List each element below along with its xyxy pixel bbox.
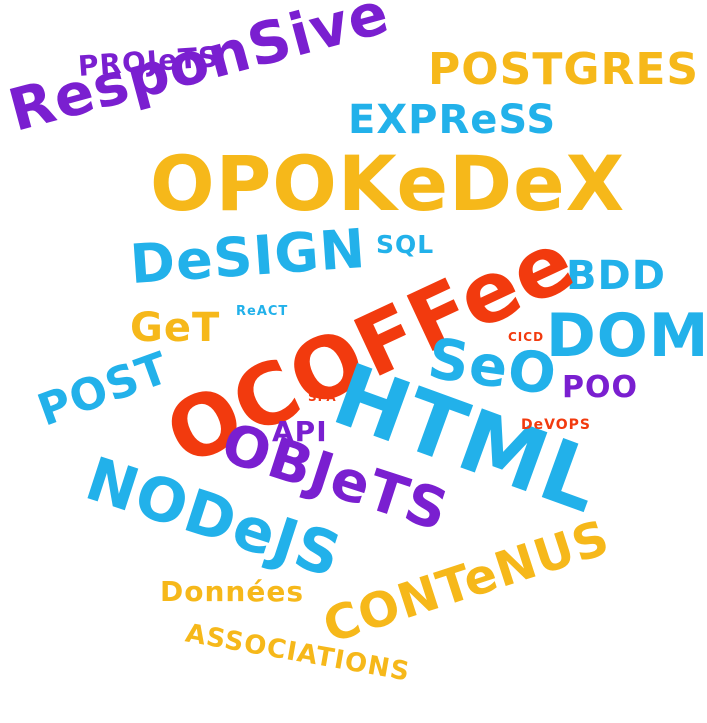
word-spa: SPA [308, 390, 337, 404]
word-bdd: BDD [566, 253, 666, 299]
word-postgres: POSTGRES [428, 44, 700, 95]
word-cicd: CICD [508, 330, 545, 344]
word-sql: SQL [376, 230, 435, 259]
word-contenus: CONTeNUS [316, 509, 617, 655]
word-react: ReACT [236, 304, 289, 319]
word-donnees: Données [160, 575, 304, 608]
word-dom: DOM [546, 301, 707, 371]
word-opokedex: OPOKeDeX [150, 139, 626, 228]
word-poo: POO [562, 370, 638, 405]
word-api: API [272, 415, 328, 448]
word-design: DeSIGN [128, 216, 368, 297]
word-responsive: ResponSive [1, 0, 396, 145]
word-express: EXPReSS [348, 97, 557, 143]
word-post: POST [31, 342, 176, 437]
word-devops: DeVOPS [521, 417, 591, 433]
word-get: GeT [130, 305, 221, 351]
